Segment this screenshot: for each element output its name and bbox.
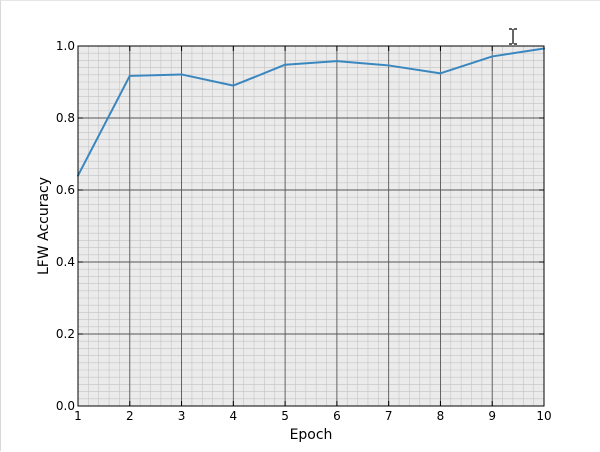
y-tick-label: 0.0 (56, 399, 75, 413)
x-axis-label: Epoch (290, 427, 333, 443)
x-tick-label: 8 (437, 409, 445, 423)
y-tick-label: 1.0 (56, 39, 75, 53)
y-tick-label: 0.6 (56, 183, 75, 197)
x-tick-label: 2 (126, 409, 134, 423)
axes-frame (77, 45, 545, 407)
text-cursor-icon (509, 28, 517, 45)
x-tick-label: 5 (281, 409, 289, 423)
y-tick-label: 0.2 (56, 327, 75, 341)
x-tick-label: 1 (74, 409, 82, 423)
major-grid (78, 46, 544, 406)
axis-ticks (77, 45, 545, 407)
series-group (77, 47, 545, 177)
minor-grid (78, 46, 544, 406)
x-tick-label: 9 (488, 409, 496, 423)
y-tick-labels: 0.0 0.2 0.4 0.6 0.8 1.0 (56, 39, 75, 413)
x-tick-label: 4 (230, 409, 238, 423)
series-line (77, 47, 545, 177)
y-axis-label: LFW Accuracy (36, 177, 52, 275)
x-tick-label: 3 (178, 409, 186, 423)
x-tick-label: 6 (333, 409, 341, 423)
x-tick-label: 7 (385, 409, 393, 423)
x-tick-label: 10 (536, 409, 551, 423)
x-tick-labels: 1 2 3 4 5 6 7 8 9 10 (74, 409, 551, 423)
y-tick-label: 0.4 (56, 255, 75, 269)
y-tick-label: 0.8 (56, 111, 75, 125)
